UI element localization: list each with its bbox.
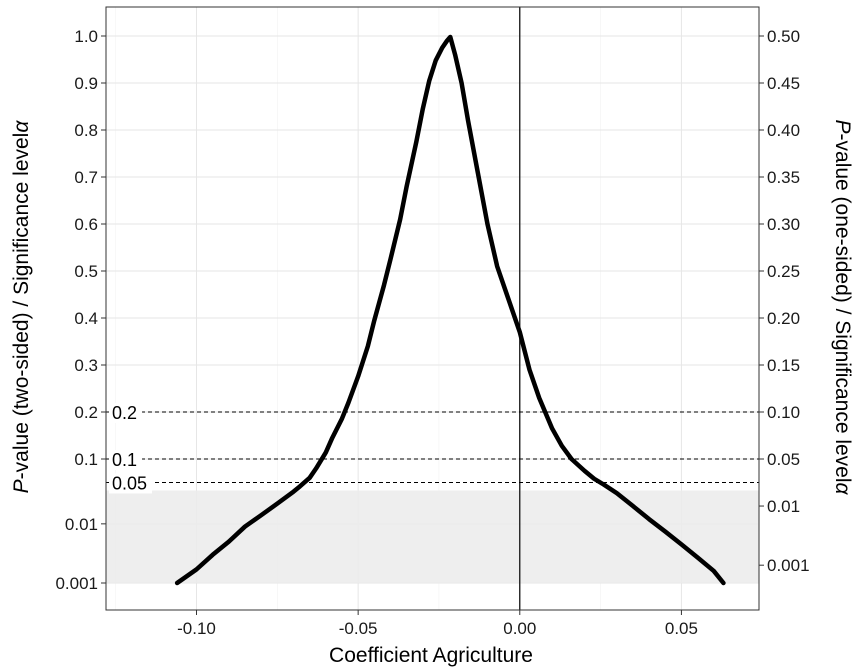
left-y-tick-label: 0.001 — [55, 574, 98, 593]
right-y-axis: 0.50 0.45 0.40 0.35 0.30 0.25 0.20 0.15 0.10 0.05… — [759, 27, 810, 575]
x-tick-label: 0.00 — [503, 619, 536, 638]
x-tick-label: 0.05 — [665, 619, 698, 638]
right-y-tick-label: 0.40 — [767, 121, 800, 140]
right-y-tick-label: 0.50 — [767, 27, 800, 46]
left-y-tick-label: 0.8 — [74, 121, 98, 140]
left-y-tick-label: 0.1 — [74, 450, 98, 469]
x-axis: -0.10 -0.05 0.00 0.05 — [177, 610, 698, 638]
threshold-label-background — [109, 473, 153, 494]
x-tick-label: -0.10 — [177, 619, 216, 638]
threshold-label-background — [109, 450, 143, 470]
left-y-tick-label: 0.6 — [74, 215, 98, 234]
left-y-tick-label: 0.4 — [74, 309, 98, 328]
plot-panel-border — [105, 6, 760, 611]
right-y-tick-label: 0.15 — [767, 356, 800, 375]
right-y-tick-label: 0.001 — [767, 556, 810, 575]
right-y-tick-label: 0.05 — [767, 450, 800, 469]
left-y-tick-label: 1.0 — [74, 27, 98, 46]
right-y-tick-label: 0.30 — [767, 215, 800, 234]
significance-threshold-lines: 0.2 0.1 0.05 — [106, 403, 759, 494]
right-y-tick-label: 0.20 — [767, 309, 800, 328]
right-y-tick-label: 0.10 — [767, 403, 800, 422]
threshold-label: 0.1 — [112, 450, 137, 470]
threshold-label-background — [109, 403, 143, 423]
right-y-tick-label: 0.35 — [767, 168, 800, 187]
grid-lines — [106, 7, 759, 610]
right-y-tick-label: 0.01 — [767, 497, 800, 516]
left-y-tick-label: 0.9 — [74, 74, 98, 93]
p-value-curve — [174, 34, 726, 586]
significance-shaded-region — [106, 490, 759, 583]
right-y-axis-title: P-value (one-sided) / Significance level… — [831, 119, 854, 495]
left-y-axis-title: P-value (two-sided) / Significance level… — [10, 120, 33, 494]
left-y-axis: 1.0 0.9 0.8 0.7 0.6 0.5 0.4 0.3 0.2 0.1 0.01 0.001 — [55, 27, 106, 593]
x-tick-label: -0.05 — [339, 619, 378, 638]
left-y-tick-label: 0.01 — [65, 515, 98, 534]
left-y-tick-label: 0.2 — [74, 403, 98, 422]
right-y-tick-label: 0.45 — [767, 74, 800, 93]
threshold-label: 0.05 — [112, 474, 147, 494]
left-y-tick-label: 0.5 — [74, 262, 98, 281]
left-y-tick-label: 0.3 — [74, 356, 98, 375]
right-y-tick-label: 0.25 — [767, 262, 800, 281]
left-y-tick-label: 0.7 — [74, 168, 98, 187]
x-axis-title: Coefficient Agriculture — [329, 644, 533, 667]
threshold-label: 0.2 — [112, 403, 137, 423]
